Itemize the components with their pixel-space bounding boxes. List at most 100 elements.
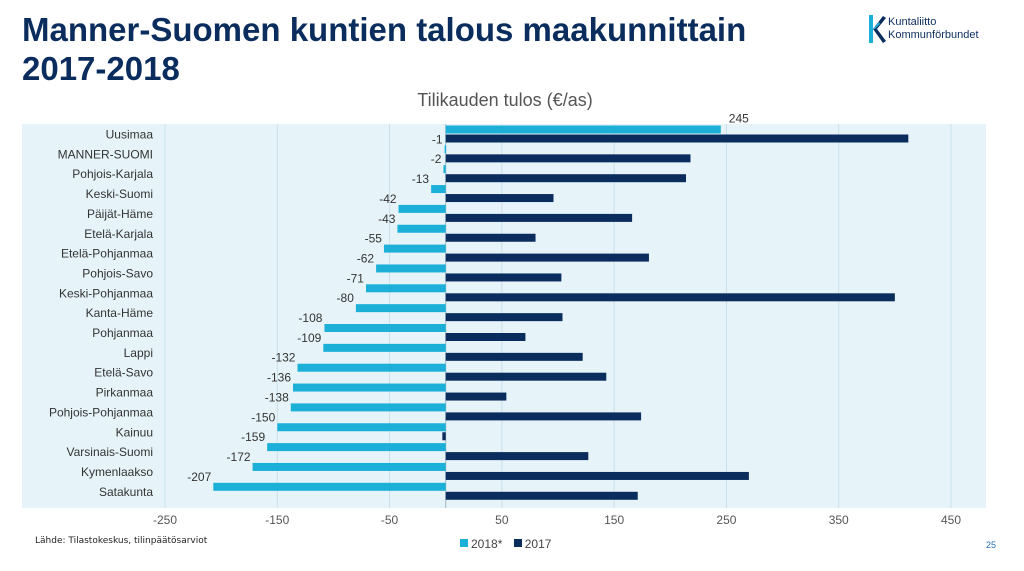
- chart-legend: 2018* 2017: [460, 537, 559, 551]
- logo-text: Kuntaliitto Kommunförbundet: [888, 16, 979, 42]
- bar-2017: [445, 392, 507, 401]
- bar-2018: [444, 145, 447, 154]
- data-label-2018: -138: [265, 390, 289, 404]
- bar-2018: [323, 343, 446, 352]
- bar-2017: [442, 432, 446, 441]
- data-label-2018: -150: [251, 410, 275, 424]
- x-tick-label: 350: [829, 513, 849, 527]
- bar-2018: [213, 482, 446, 491]
- data-label-2018: -2: [431, 152, 442, 166]
- kuntaliitto-logo: Kuntaliitto Kommunförbundet: [868, 14, 998, 48]
- data-label-2018: -43: [378, 212, 396, 226]
- x-tick-label: 150: [604, 513, 624, 527]
- x-tick-label: -250: [153, 513, 177, 527]
- kuntaliitto-k-icon: [869, 15, 886, 43]
- category-label: Lappi: [124, 346, 153, 360]
- bar-2018: [277, 423, 446, 432]
- category-label: Uusimaa: [106, 128, 154, 142]
- bar-2018: [365, 284, 446, 293]
- data-label-2018: -172: [227, 450, 251, 464]
- bar-2017: [445, 352, 583, 361]
- x-tick-label: 450: [941, 513, 961, 527]
- source-note: Lähde: Tilastokeskus, tilinpäätösarviot: [35, 536, 208, 546]
- bar-2018: [297, 363, 446, 372]
- category-label: Keski-Pohjanmaa: [59, 286, 153, 300]
- bar-2018: [252, 462, 446, 471]
- category-label: Etelä-Karjala: [84, 227, 153, 241]
- data-label-2018: -1: [432, 132, 443, 146]
- category-label: Keski-Suomi: [86, 187, 153, 201]
- page-number: 25: [986, 540, 997, 550]
- category-label: MANNER-SUOMI: [58, 147, 153, 161]
- bar-2018: [443, 165, 446, 174]
- data-label-2018: -42: [379, 192, 397, 206]
- bar-2017: [445, 491, 638, 500]
- category-label: Pohjois-Pohjanmaa: [49, 405, 153, 419]
- slide-title: Manner-Suomen kuntien talous maakunnitta…: [22, 10, 746, 88]
- category-label: Päijät-Häme: [87, 207, 153, 221]
- data-label-2018: -136: [267, 371, 291, 385]
- bar-2017: [445, 372, 607, 381]
- x-tick-label: 50: [495, 513, 509, 527]
- bar-2017: [445, 134, 909, 143]
- bar-2018: [267, 443, 446, 452]
- category-label: Kymenlaakso: [81, 465, 153, 479]
- bar-2017: [445, 154, 691, 163]
- data-label-2018: -62: [357, 251, 375, 265]
- bar-2018: [376, 264, 446, 273]
- bar-2017: [445, 194, 554, 203]
- legend-swatch-2017: [513, 539, 522, 547]
- bar-2017: [445, 174, 687, 183]
- category-label: Kanta-Häme: [86, 306, 154, 320]
- bar-2018: [290, 403, 446, 412]
- data-label-2018: -132: [271, 351, 295, 365]
- data-label-2018: -13: [412, 172, 430, 186]
- bar-2018: [355, 304, 446, 313]
- bar-2017: [445, 313, 563, 322]
- category-label: Etelä-Pohjanmaa: [61, 247, 153, 261]
- category-label: Varsinais-Suomi: [67, 445, 153, 459]
- data-label-2018: -108: [298, 311, 322, 325]
- bar-2017: [445, 412, 642, 421]
- bar-2017: [445, 471, 749, 480]
- chart-title: Tilikauden tulos (€/as): [417, 90, 593, 110]
- category-label: Etelä-Savo: [94, 366, 153, 380]
- slide-title-line2: 2017-2018: [22, 50, 180, 87]
- bar-2018: [397, 224, 446, 233]
- bar-2018: [324, 324, 446, 332]
- bar-2017: [445, 333, 526, 341]
- legend-item-2017: 2017: [513, 537, 552, 551]
- bar-2018: [431, 185, 446, 194]
- category-label: Pirkanmaa: [96, 386, 154, 400]
- data-label-2018: -159: [241, 430, 265, 444]
- category-label: Kainuu: [116, 425, 153, 439]
- slide-title-line1: Manner-Suomen kuntien talous maakunnitta…: [22, 11, 747, 48]
- bar-2018: [383, 244, 446, 253]
- bar-2018: [398, 204, 446, 213]
- category-label: Pohjois-Karjala: [72, 167, 153, 181]
- data-label-2018: -207: [187, 470, 211, 484]
- x-tick-label: 250: [716, 513, 736, 527]
- bar-2017: [445, 253, 649, 262]
- data-label-2018: 245: [729, 112, 749, 126]
- data-label-2018: -80: [337, 291, 355, 305]
- legend-label-2018: 2018*: [471, 537, 503, 551]
- data-label-2018: -55: [365, 232, 383, 246]
- legend-label-2017: 2017: [524, 537, 552, 551]
- bar-2017: [445, 213, 633, 222]
- category-label: Pohjanmaa: [92, 326, 153, 340]
- bar-2018: [293, 383, 446, 392]
- logo-line2: Kommunförbundet: [888, 29, 979, 41]
- x-tick-label: -50: [381, 513, 399, 527]
- data-label-2018: -71: [347, 271, 365, 285]
- logo-line1: Kuntaliitto: [888, 16, 937, 28]
- category-label: Pohjois-Savo: [82, 266, 153, 280]
- x-tick-label: -150: [265, 513, 289, 527]
- bar-2017: [445, 233, 536, 242]
- category-label: Satakunta: [99, 485, 153, 499]
- bar-2018: [445, 125, 721, 134]
- bar-2017: [445, 293, 895, 302]
- data-label-2018: -109: [297, 331, 321, 345]
- legend-item-2018: 2018*: [460, 537, 506, 551]
